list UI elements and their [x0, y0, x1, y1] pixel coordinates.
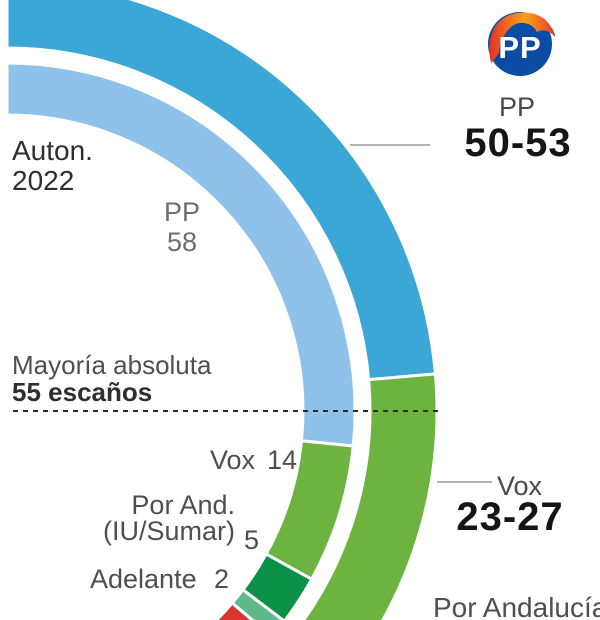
label-porand-2022-line2: (IU/Sumar) — [102, 516, 235, 546]
arc-y2022-other — [214, 600, 255, 620]
pp-logo-icon: PP — [488, 12, 555, 76]
label-adelante-2022-seats: 2 — [214, 564, 230, 594]
ring-2022-title: Auton. 2022 — [12, 136, 93, 196]
label-pp-2022: PP 58 — [151, 197, 213, 257]
majority-label-line1: Mayoría absoluta — [12, 350, 212, 380]
label-pp-estimate-party: PP — [498, 92, 536, 122]
label-vox-estimate-range: 23-27 — [456, 495, 564, 539]
label-vox-estimate-party: Vox — [497, 471, 543, 501]
majority-label-line2: 55 escaños — [12, 377, 153, 407]
label-porand-2022: Por And. (IU/Sumar) — [60, 490, 235, 546]
label-vox-2022-party: Vox — [210, 445, 256, 475]
label-porandalucia-estimate-party: Por Andalucía — [433, 592, 600, 620]
ring-2022-title-line2: 2022 — [12, 165, 75, 196]
seat-arcs — [5, 0, 439, 620]
label-vox-2022-seats: 14 — [267, 445, 298, 475]
label-adelante-2022-party: Adelante — [90, 564, 197, 594]
label-porand-2022-line1: Por And. — [131, 490, 235, 520]
label-pp-2022-party: PP — [163, 197, 201, 227]
label-pp-estimate-range: 50-53 — [464, 121, 572, 165]
label-pp-2022-seats: 58 — [166, 227, 198, 257]
pp-logo-text: PP — [498, 30, 541, 65]
arc-estimate-vox — [301, 372, 439, 620]
label-porand-2022-seats: 5 — [244, 525, 260, 555]
majority-label: Mayoría absoluta 55 escaños — [12, 352, 211, 406]
ring-2022-title-line1: Auton. — [12, 135, 93, 166]
